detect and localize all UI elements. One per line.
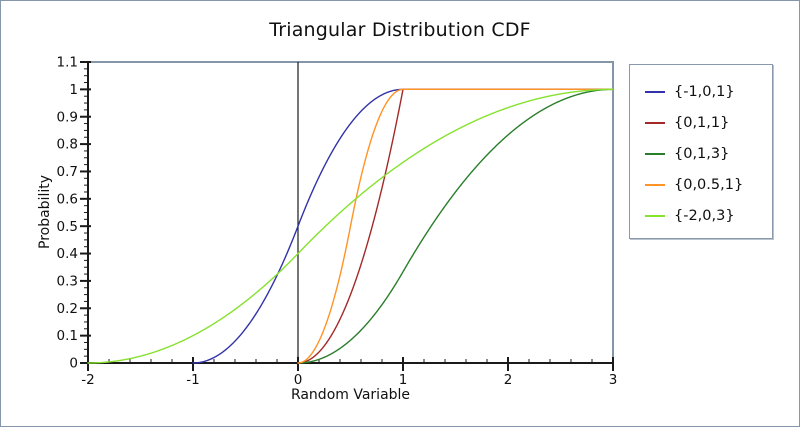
y-tick-label: 0.9 [57,109,78,125]
y-tick-label: 0.2 [57,301,78,317]
cdf-curve-2 [297,88,614,364]
cdf-curve-3 [297,88,614,364]
y-tick-label: 1 [69,82,78,98]
legend-item-1: {0,1,1} [630,107,772,138]
y-tick-label: 0.4 [57,246,78,262]
y-tick-label: 1.1 [57,55,78,71]
x-axis-title: Random Variable [290,387,411,403]
x-tick-label: 0 [294,372,303,388]
legend-item-0: {-1,0,1} [630,76,772,107]
y-tick-label: 0.7 [57,164,78,180]
legend: {-1,0,1} {0,1,1} {0,1,3} {0,0.5,1} {-2,0… [629,64,773,239]
y-tick-label: 0.5 [57,219,78,235]
cdf-curve-4 [87,88,614,364]
legend-swatch-line-4 [645,214,665,217]
y-tick-label: 0 [69,356,78,372]
legend-label-3: {0,0.5,1} [674,176,744,193]
legend-item-4: {-2,0,3} [630,200,772,231]
legend-item-3: {0,0.5,1} [630,169,772,200]
legend-label-2: {0,1,3} [674,145,730,162]
x-tick-label: -2 [81,372,94,388]
legend-item-2: {0,1,3} [630,138,772,169]
legend-swatch-line-3 [645,183,665,186]
x-tick-label: -1 [186,372,199,388]
y-axis-title: Probability [37,174,53,250]
legend-label-0: {-1,0,1} [674,83,735,100]
cdf-curve-0 [192,88,614,364]
x-tick-label: 3 [609,372,618,388]
y-tick-label: 0.6 [57,191,78,207]
y-tick-label: 0.8 [57,137,78,153]
chart-title: Triangular Distribution CDF [269,19,531,41]
x-tick-label: 2 [504,372,513,388]
legend-label-1: {0,1,1} [674,114,730,131]
legend-label-4: {-2,0,3} [674,207,735,224]
x-tick-label: 1 [399,372,408,388]
legend-swatch-line-1 [645,121,665,124]
legend-swatch-line-0 [645,90,665,93]
legend-swatch-line-2 [645,152,665,155]
y-tick-label: 0.3 [57,274,78,290]
y-tick-label: 0.1 [57,328,78,344]
